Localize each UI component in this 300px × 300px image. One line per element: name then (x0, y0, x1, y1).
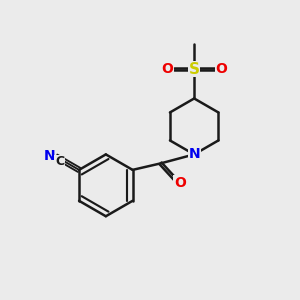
Text: O: O (161, 62, 173, 76)
Text: O: O (215, 62, 227, 76)
Text: N: N (44, 149, 56, 163)
Text: N: N (188, 147, 200, 161)
Text: O: O (174, 176, 186, 190)
Text: C: C (55, 155, 64, 168)
Text: S: S (189, 61, 200, 76)
